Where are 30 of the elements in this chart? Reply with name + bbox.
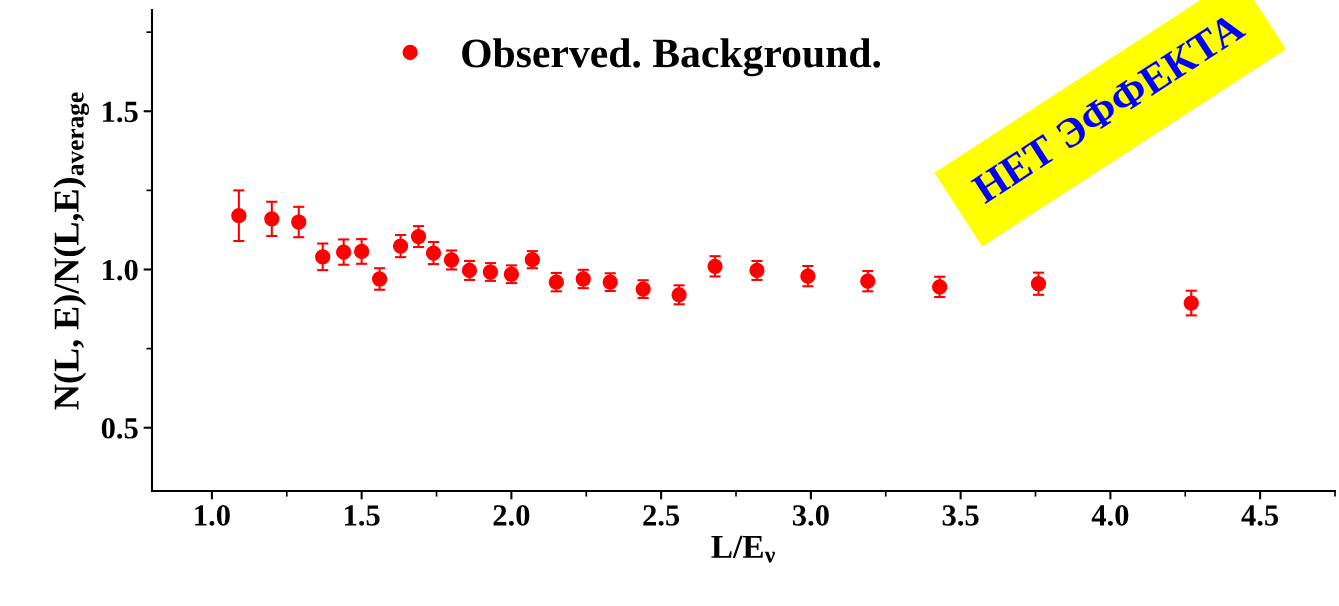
point: [231, 208, 247, 224]
point: [371, 271, 388, 287]
x-tick-label: 3.0: [792, 505, 829, 526]
point: [354, 243, 370, 260]
x-tick-label: 2.5: [643, 505, 680, 526]
point: [800, 268, 816, 284]
y-axis-title: N(L, E)/N(L,E)$_{average}$: [53, 92, 89, 410]
point: [264, 211, 280, 227]
point: [336, 244, 352, 260]
point: [425, 245, 442, 261]
y-tick-label: 1.5: [103, 101, 138, 123]
point: [932, 279, 948, 295]
x-tick-label: 1.0: [195, 505, 230, 526]
point: [410, 228, 427, 245]
y-tick-label: 1.0: [103, 259, 138, 281]
point: [707, 258, 723, 274]
x-axis-title: L/E$_{ν}$: [711, 535, 775, 563]
y-tick-label: 0.5: [101, 417, 138, 439]
x-tick-label: 3.5: [942, 505, 979, 526]
point: [392, 238, 409, 254]
x-tick-label: 4.0: [1091, 505, 1129, 526]
point: [315, 249, 331, 265]
legend-label: Observed. Background.: [462, 38, 881, 77]
x-tick-label: 2.0: [493, 505, 530, 526]
point: [1183, 295, 1199, 311]
x-tick-label: 4.5: [1241, 505, 1279, 526]
x-tick-label: 1.5: [345, 505, 380, 526]
point: [860, 273, 876, 289]
point: [1030, 276, 1047, 292]
point: [291, 214, 307, 230]
